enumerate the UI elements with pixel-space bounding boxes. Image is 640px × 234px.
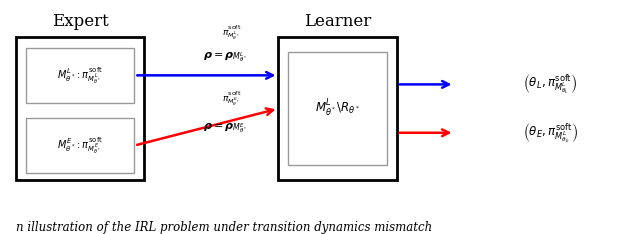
Bar xyxy=(26,48,134,103)
Bar xyxy=(288,52,387,165)
Text: Expert: Expert xyxy=(52,13,108,30)
Bar xyxy=(278,37,397,180)
Text: $\pi^{\mathrm{soft}}_{M^L_{\boldsymbol{\theta^*}}}$: $\pi^{\mathrm{soft}}_{M^L_{\boldsymbol{\… xyxy=(222,23,242,42)
Text: $M^E_{\boldsymbol{\theta^*}} : \pi^{\mathrm{soft}}_{M^E_{\boldsymbol{\theta^*}}}: $M^E_{\boldsymbol{\theta^*}} : \pi^{\mat… xyxy=(57,135,103,156)
Text: $M^L_{\boldsymbol{\theta^*}}\backslash R_{\boldsymbol{\theta^*}}$: $M^L_{\boldsymbol{\theta^*}}\backslash R… xyxy=(315,98,360,119)
Text: $\boldsymbol{\rho} = \boldsymbol{\rho}_{M^L_{\boldsymbol{\theta^*}}}$: $\boldsymbol{\rho} = \boldsymbol{\rho}_{… xyxy=(204,50,248,64)
Text: $\left(\boldsymbol{\theta_E}, \pi^{\mathrm{soft}}_{M^L_{\boldsymbol{\theta_E}}}\: $\left(\boldsymbol{\theta_E}, \pi^{\math… xyxy=(523,121,578,145)
Bar xyxy=(16,37,144,180)
Text: n illustration of the IRL problem under transition dynamics mismatch: n illustration of the IRL problem under … xyxy=(16,221,432,234)
Text: $M^L_{\boldsymbol{\theta^*}} : \pi^{\mathrm{soft}}_{M^L_{\boldsymbol{\theta^*}}}: $M^L_{\boldsymbol{\theta^*}} : \pi^{\mat… xyxy=(57,65,103,86)
Text: $\pi^{\mathrm{soft}}_{M^E_{\boldsymbol{\theta^*}}}$: $\pi^{\mathrm{soft}}_{M^E_{\boldsymbol{\… xyxy=(222,90,242,108)
Text: Learner: Learner xyxy=(304,13,371,30)
Text: $\left(\boldsymbol{\theta_L}, \pi^{\mathrm{soft}}_{M^L_{\boldsymbol{\theta_L}}}\: $\left(\boldsymbol{\theta_L}, \pi^{\math… xyxy=(524,73,577,96)
Text: $\boldsymbol{\rho} = \boldsymbol{\rho}_{M^E_{\boldsymbol{\theta^*}}}$: $\boldsymbol{\rho} = \boldsymbol{\rho}_{… xyxy=(204,121,248,135)
Bar xyxy=(26,118,134,173)
